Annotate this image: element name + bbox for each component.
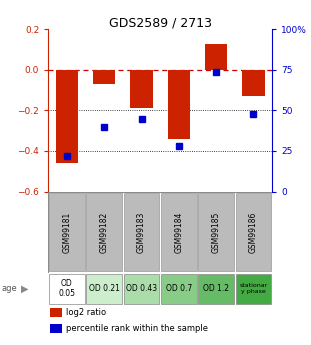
Text: GSM99185: GSM99185 (212, 211, 220, 253)
Text: OD 1.2: OD 1.2 (203, 284, 229, 293)
Text: GSM99183: GSM99183 (137, 211, 146, 253)
Bar (205, 43, 227, 70)
Text: ▶: ▶ (21, 284, 29, 294)
FancyBboxPatch shape (123, 274, 160, 304)
FancyBboxPatch shape (123, 193, 160, 271)
FancyBboxPatch shape (235, 193, 272, 271)
FancyBboxPatch shape (86, 193, 122, 271)
FancyBboxPatch shape (49, 274, 85, 304)
Text: stationar
y phase: stationar y phase (239, 283, 267, 294)
Bar (56, 70, 78, 163)
Text: OD 0.7: OD 0.7 (166, 284, 192, 293)
Text: percentile rank within the sample: percentile rank within the sample (66, 324, 208, 333)
Text: age: age (2, 284, 17, 293)
FancyBboxPatch shape (198, 193, 234, 271)
FancyBboxPatch shape (161, 193, 197, 271)
Text: GSM99184: GSM99184 (174, 211, 183, 253)
FancyBboxPatch shape (50, 308, 62, 317)
Text: OD 0.43: OD 0.43 (126, 284, 157, 293)
FancyBboxPatch shape (198, 274, 234, 304)
FancyBboxPatch shape (50, 324, 62, 333)
Text: GSM99182: GSM99182 (100, 211, 109, 253)
Bar (130, 70, 153, 108)
FancyBboxPatch shape (235, 274, 272, 304)
Bar (93, 70, 115, 84)
Text: OD
0.05: OD 0.05 (58, 279, 75, 298)
Bar (242, 70, 265, 96)
Text: GSM99181: GSM99181 (63, 211, 71, 253)
Bar (168, 70, 190, 139)
Text: log2 ratio: log2 ratio (66, 308, 106, 317)
Text: GSM99186: GSM99186 (249, 211, 258, 253)
FancyBboxPatch shape (161, 274, 197, 304)
FancyBboxPatch shape (86, 274, 122, 304)
Title: GDS2589 / 2713: GDS2589 / 2713 (109, 16, 212, 29)
Text: OD 0.21: OD 0.21 (89, 284, 120, 293)
FancyBboxPatch shape (49, 193, 85, 271)
